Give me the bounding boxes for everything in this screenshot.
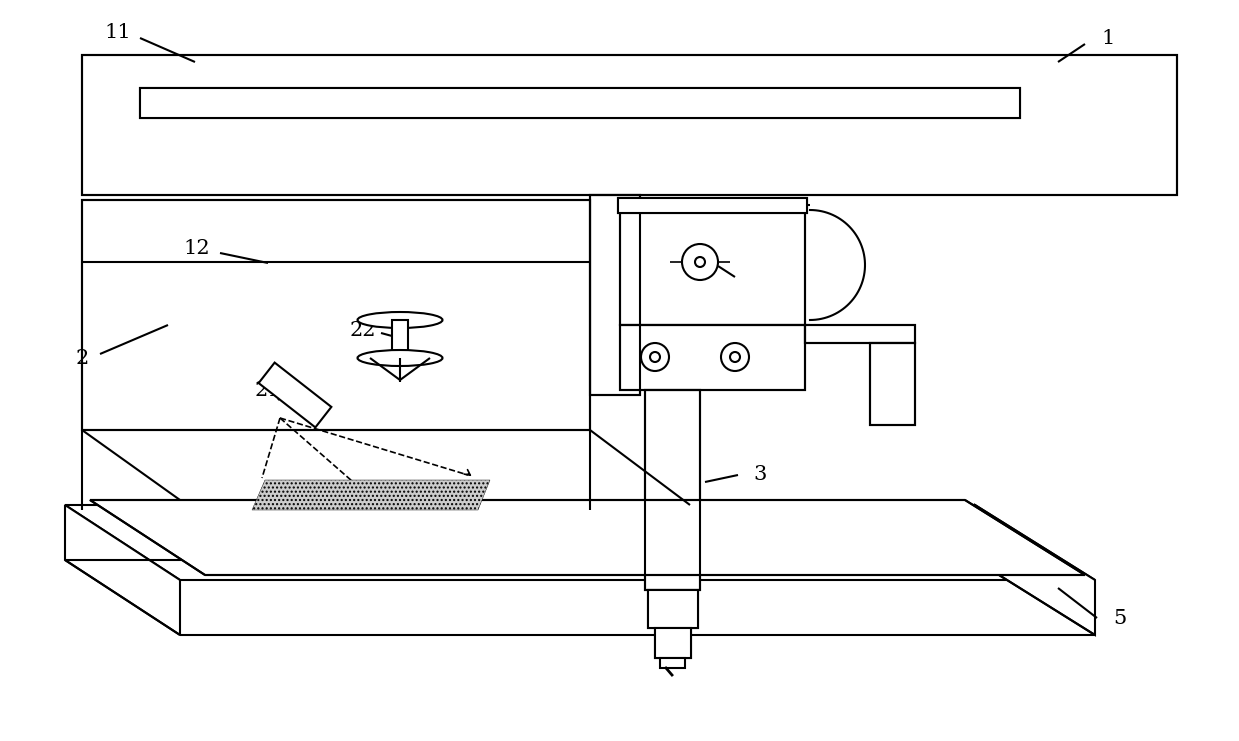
Bar — [618, 198, 807, 213]
Bar — [805, 325, 914, 343]
Bar — [590, 195, 641, 395]
Bar — [870, 343, 914, 425]
Circle shape — [695, 257, 705, 267]
Bar — [655, 628, 691, 658]
Bar — [82, 200, 590, 430]
Circle shape — [721, 343, 750, 371]
Bar — [590, 195, 641, 395]
Text: 3: 3 — [753, 465, 767, 485]
Bar — [82, 200, 590, 430]
Bar — [620, 205, 805, 325]
Bar — [660, 658, 685, 668]
Bar — [620, 325, 805, 390]
Ellipse shape — [358, 350, 442, 366]
Bar — [620, 205, 805, 325]
Polygon shape — [64, 505, 180, 635]
Bar — [870, 343, 914, 425]
Circle shape — [650, 352, 660, 362]
Text: 2: 2 — [76, 348, 89, 368]
Text: 1: 1 — [1101, 28, 1115, 47]
Bar — [620, 325, 805, 390]
Text: 12: 12 — [183, 239, 211, 258]
Polygon shape — [975, 505, 1095, 635]
Bar — [648, 590, 698, 628]
Text: 22: 22 — [349, 321, 377, 339]
Circle shape — [730, 352, 740, 362]
Bar — [140, 88, 1020, 118]
Circle shape — [641, 343, 669, 371]
Bar — [648, 590, 698, 628]
Polygon shape — [259, 362, 331, 428]
Text: 21: 21 — [255, 380, 281, 399]
Polygon shape — [90, 500, 1085, 575]
Bar — [805, 325, 914, 343]
Text: 5: 5 — [1114, 608, 1126, 628]
Bar — [618, 198, 807, 213]
Bar — [392, 320, 408, 358]
Ellipse shape — [358, 312, 442, 328]
Bar — [655, 628, 691, 658]
Bar — [82, 55, 1177, 195]
Bar — [82, 55, 1177, 195]
Polygon shape — [252, 480, 489, 510]
Bar — [646, 390, 700, 590]
Text: 11: 11 — [104, 22, 131, 41]
Circle shape — [681, 244, 717, 280]
Polygon shape — [64, 505, 1095, 580]
Bar — [646, 390, 700, 590]
Bar — [140, 88, 1020, 118]
